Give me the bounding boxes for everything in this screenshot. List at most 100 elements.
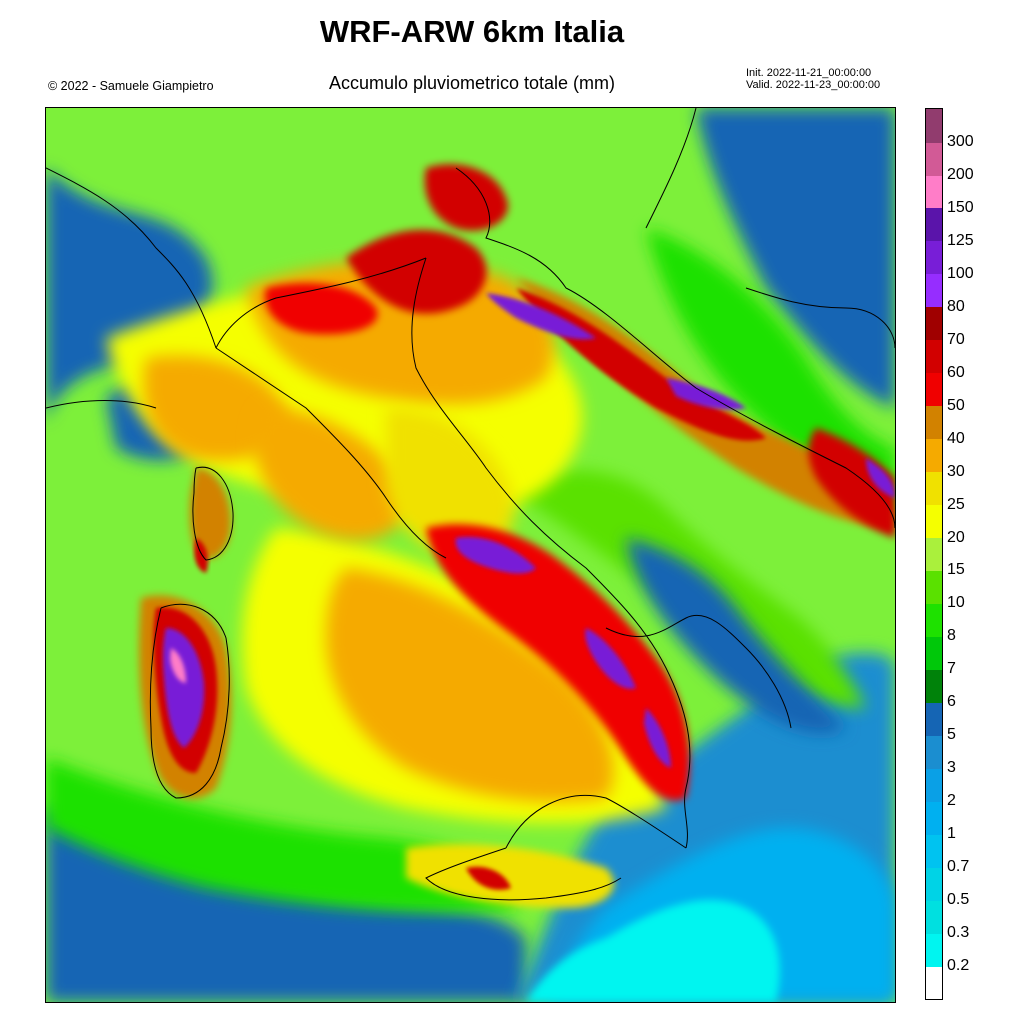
colorbar-swatch [926,966,942,999]
colorbar-label: 5 [947,726,956,744]
colorbar-swatch [926,702,942,736]
colorbar-label: 20 [947,528,965,546]
coastline-segment [425,847,622,901]
colorbar-label: 3 [947,759,956,777]
colorbar-label: 300 [947,132,974,150]
colorbar-label: 30 [947,462,965,480]
field-lazio-red [426,524,690,801]
field-east-blue [696,108,895,408]
colorbar-label: 25 [947,495,965,513]
field-sicily-yellow [406,844,614,908]
field-south-green [46,758,516,912]
colorbar-label: 200 [947,165,974,183]
colorbar-swatch [926,306,942,341]
valid-time: Valid. 2022-11-23_00:00:00 [746,79,881,91]
colorbar-label: 2 [947,792,956,810]
colorbar-label: 0.2 [947,957,970,975]
colorbar-swatch [926,438,942,473]
chart-subtitle: Accumulo pluviometrico totale (mm) [328,73,616,93]
colorbar-label: 1 [947,825,956,843]
coastline-borders [46,108,895,901]
colorbar-label: 40 [947,429,965,447]
field-west-blue [46,168,213,428]
colorbar-label: 10 [947,594,965,612]
field-central-yellow [386,408,514,558]
colorbar-label: 7 [947,660,956,678]
field-sicily-red [466,866,511,890]
colorbar-label: 125 [947,231,974,249]
field-tyrrhenian-orange [326,568,614,802]
colorbar-swatch [926,372,942,407]
colorbar-swatch [926,174,942,209]
colorbar-label: 100 [947,264,974,282]
colorbar-swatch [926,141,942,176]
colorbar-swatch [926,273,942,308]
field-albania-purple [866,458,895,498]
field-veneto-red-2 [424,164,508,231]
coastline-segment [149,603,230,799]
colorbar [925,108,943,1000]
colorbar-swatch [926,933,942,967]
coastline-segment [645,108,697,229]
colorbar-swatch [926,405,942,440]
colorbar-label: 80 [947,297,965,315]
coastline-segment [192,466,234,561]
colorbar-label: 6 [947,693,956,711]
coastline-segment [411,257,691,849]
colorbar-swatch [926,636,942,670]
field-adriatic-blue [626,538,846,734]
colorbar-swatch [926,669,942,703]
field-lazio-purple [455,537,536,574]
coastline-segment [215,347,447,559]
colorbar-swatch [926,207,942,242]
field-po-red [265,283,378,335]
field-calabria-purple [644,708,671,768]
field-campania-purple [585,628,636,689]
precipitation-map[interactable] [45,107,896,1003]
field-veneto-red [346,229,487,314]
precipitation-field [46,108,895,1002]
colorbar-label: 0.7 [947,858,970,876]
coastline-segment [745,287,895,349]
colorbar-swatch [926,537,942,572]
colorbar-swatch [926,471,942,506]
colorbar-label: 60 [947,363,965,381]
colorbar-swatch [926,603,942,637]
coastline-segment [46,400,157,409]
chart-title: WRF-ARW 6km Italia [319,14,625,49]
field-ionian-white [526,899,780,1002]
copyright-label: © 2022 - Samuele Giampietro [48,79,214,93]
init-time: Init. 2022-11-21_00:00:00 [746,67,872,79]
colorbar-swatch [926,768,942,802]
colorbar-label: 15 [947,561,965,579]
colorbar-swatch [926,801,942,835]
colorbar-label: 8 [947,627,956,645]
colorbar-labels: 0.2 0.3 0.5 0.7 1 2 3 5 6 7 8 10 15 20 25 30 40 50 60 70 80 1… [947,108,1007,1000]
colorbar-swatch [926,834,942,868]
coastline-segment [46,167,217,349]
field-corsica-orange [189,468,231,559]
coastline-segment [605,614,792,729]
colorbar-swatch [926,867,942,901]
colorbar-label: 0.5 [947,891,970,909]
field-sardinia-pink [170,648,186,683]
field-northwest-orange [143,355,288,461]
colorbar-label: 150 [947,198,974,216]
time-info: Init. 2022-11-21_00:00:00 Valid. 2022-11… [746,67,880,91]
field-albania-red [808,428,895,538]
coastline-segment [455,167,895,529]
colorbar-swatch [926,240,942,275]
field-croatia-purple [486,293,596,340]
colorbar-swatch [926,570,942,605]
map-canvas [46,108,895,1002]
coastline-segment [215,257,427,349]
colorbar-swatch [926,339,942,374]
colorbar-swatch [926,109,942,143]
field-tuscany-orange [254,408,408,541]
coastline-segment [505,794,687,849]
colorbar-label: 0.3 [947,924,970,942]
colorbar-swatch [926,900,942,934]
colorbar-label: 70 [947,330,965,348]
colorbar-swatch [926,735,942,769]
colorbar-swatch [926,504,942,539]
